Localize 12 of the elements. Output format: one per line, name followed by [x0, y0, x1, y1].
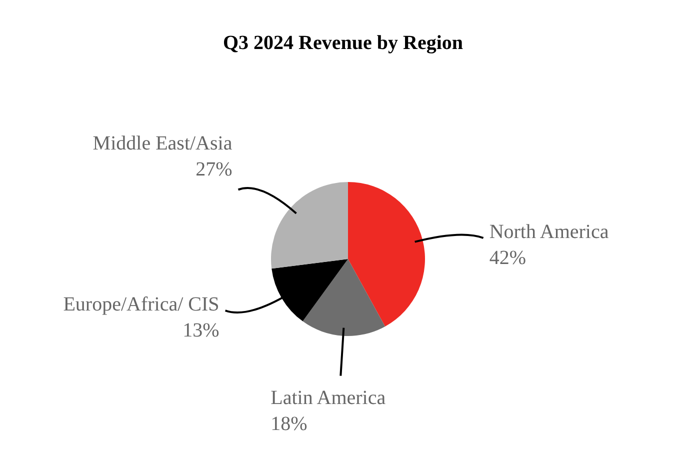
- slice-label: Europe/Africa/ CIS: [63, 294, 220, 316]
- pie-slice: [348, 182, 425, 326]
- data-label: 42%: [489, 246, 526, 269]
- data-label: 27%: [196, 158, 232, 181]
- chart-title: Q3 2024 Revenue by Region: [222, 31, 464, 55]
- slice-label: Middle East/Asia: [92, 132, 232, 155]
- slice-label: Latin America: [270, 386, 386, 409]
- data-label: 13%: [182, 320, 220, 342]
- pie-slice: [271, 182, 348, 269]
- pie-slice: [302, 259, 386, 336]
- slice-label: North America: [489, 220, 609, 243]
- data-label: 18%: [270, 412, 308, 435]
